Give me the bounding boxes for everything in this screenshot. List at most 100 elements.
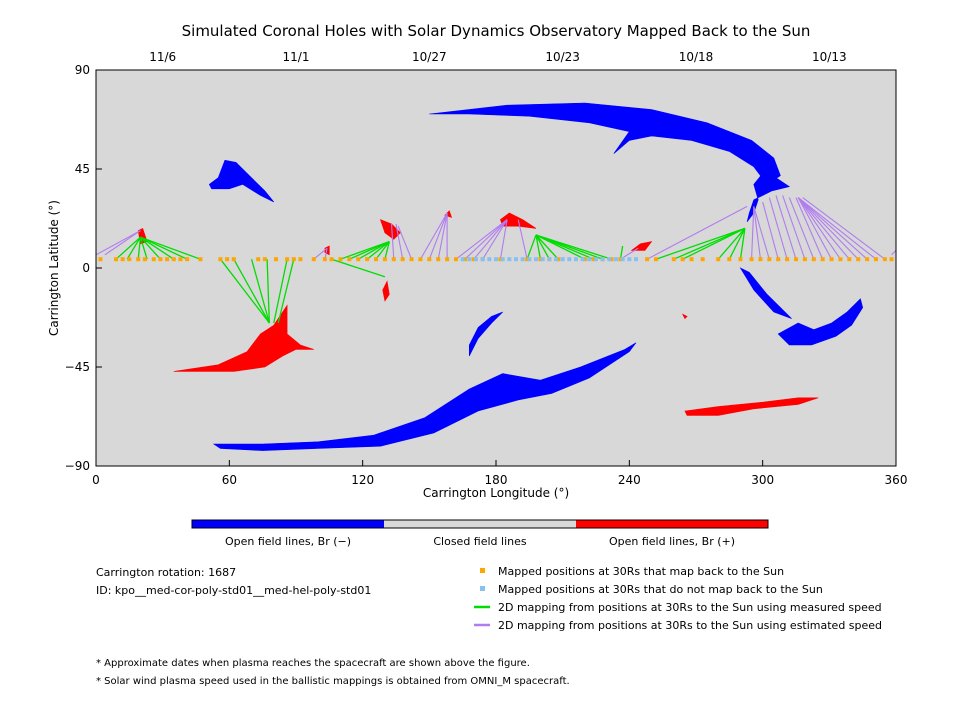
date-tick-label-5: 10/13 bbox=[812, 50, 847, 64]
unmapped-position-point-12 bbox=[540, 257, 545, 262]
estimated-mapping-line-16 bbox=[517, 219, 528, 260]
estimated-mapping-line-32 bbox=[797, 197, 868, 260]
unmapped-position-point-18 bbox=[580, 257, 585, 262]
legend-label-3: 2D mapping from positions at 30Rs to the… bbox=[498, 619, 882, 632]
mapped-position-point-11 bbox=[185, 257, 190, 262]
measured-mapping-line-24 bbox=[535, 234, 559, 260]
mapped-position-point-13 bbox=[218, 257, 223, 262]
mapped-position-point-8 bbox=[165, 257, 170, 262]
coronal-hole-positive-16 bbox=[682, 313, 688, 320]
measured-mapping-line-6 bbox=[140, 236, 188, 260]
mapped-position-point-16 bbox=[256, 257, 261, 262]
estimated-mapping-line-27 bbox=[795, 197, 824, 260]
coronal-hole-negative-0 bbox=[429, 102, 781, 185]
measured-mapping-line-16 bbox=[349, 241, 390, 260]
mapped-position-point-65 bbox=[785, 257, 790, 262]
measured-mapping-line-1 bbox=[126, 236, 142, 260]
coronal-hole-positive-8 bbox=[684, 397, 819, 416]
estimated-mapping-line-14 bbox=[482, 219, 508, 260]
unmapped-position-point-16 bbox=[567, 257, 572, 262]
unmapped-position-point-19 bbox=[587, 257, 592, 262]
mapped-position-point-71 bbox=[838, 257, 843, 262]
date-tick-label-0: 11/6 bbox=[149, 50, 176, 64]
measured-mapping-line-7 bbox=[140, 236, 201, 260]
estimated-mapping-line-20 bbox=[753, 206, 761, 260]
estimated-mapping-line-34 bbox=[802, 197, 886, 260]
mapped-position-point-17 bbox=[262, 257, 267, 262]
coronal-hole-negative-4 bbox=[777, 298, 864, 346]
mapped-position-point-68 bbox=[811, 257, 816, 262]
mapped-position-point-55 bbox=[680, 257, 685, 262]
mapped-position-point-18 bbox=[274, 257, 278, 262]
estimated-mapping-line-6 bbox=[397, 225, 413, 260]
measured-mapping-line-8 bbox=[219, 258, 270, 324]
unmapped-position-point-9 bbox=[520, 257, 525, 262]
polarity-colorbar: Open field lines, Br (−) Closed field lin… bbox=[191, 519, 769, 548]
mapped-position-point-42 bbox=[498, 257, 503, 262]
estimated-mapping-line-5 bbox=[395, 223, 404, 260]
y-tick-label-1: 45 bbox=[75, 162, 90, 176]
estimated-mapping-line-13 bbox=[473, 219, 508, 260]
estimated-mapping-line-21 bbox=[753, 206, 770, 260]
colorbar-label-2: Open field lines, Br (+) bbox=[609, 535, 735, 548]
mapped-position-point-5 bbox=[142, 257, 147, 262]
mapped-position-point-51 bbox=[618, 257, 623, 262]
measured-mapping-line-28 bbox=[535, 234, 612, 260]
estimated-mapping-line-26 bbox=[788, 197, 815, 260]
estimated-mapping-line-23 bbox=[768, 197, 788, 260]
x-tick-label-1: 60 bbox=[222, 473, 237, 487]
measured-mapping-line-23 bbox=[535, 234, 550, 260]
mapped-position-point-6 bbox=[151, 257, 156, 262]
estimated-mapping-line-0 bbox=[95, 230, 141, 256]
x-tick-label-4: 240 bbox=[618, 473, 641, 487]
estimated-mapping-line-1 bbox=[104, 230, 141, 256]
model-id: ID: kpo__med-cor-poly-std01__med-hel-pol… bbox=[96, 584, 371, 597]
estimated-mapping-line-9 bbox=[437, 212, 448, 260]
unmapped-position-point-8 bbox=[514, 257, 518, 262]
colorbar-label-1: Closed field lines bbox=[433, 535, 527, 548]
x-tick-label-3: 180 bbox=[485, 473, 508, 487]
measured-mapping-line-29 bbox=[619, 245, 624, 260]
estimated-mapping-line-28 bbox=[797, 197, 833, 260]
mapped-position-point-46 bbox=[556, 257, 561, 262]
mapped-position-point-61 bbox=[749, 257, 754, 262]
unmapped-position-point-10 bbox=[527, 257, 532, 262]
date-tick-label-4: 10/18 bbox=[679, 50, 714, 64]
coronal-hole-negative-3 bbox=[739, 267, 792, 319]
date-tick-label-2: 10/27 bbox=[412, 50, 447, 64]
unmapped-position-point-17 bbox=[574, 257, 578, 262]
mapped-position-point-53 bbox=[654, 257, 658, 262]
y-axis-label: Carrington Latitude (°) bbox=[47, 200, 61, 336]
measured-mapping-line-19 bbox=[375, 241, 390, 260]
mapped-position-point-27 bbox=[356, 257, 361, 262]
measured-mapping-line-10 bbox=[250, 259, 270, 324]
estimated-mapping-line-29 bbox=[797, 197, 841, 260]
mapped-position-point-47 bbox=[582, 257, 587, 262]
mapped-position-point-9 bbox=[171, 257, 176, 262]
mapped-position-point-57 bbox=[700, 257, 705, 262]
x-tick-label-2: 120 bbox=[351, 473, 374, 487]
plot-area bbox=[95, 102, 897, 451]
coronal-hole-negative-1 bbox=[208, 159, 275, 203]
measured-mapping-line-35 bbox=[739, 228, 746, 260]
estimated-mapping-line-19 bbox=[751, 206, 755, 260]
mapped-position-point-60 bbox=[738, 257, 743, 262]
unmapped-position-point-2 bbox=[474, 257, 478, 262]
estimated-mapping-line-22 bbox=[762, 201, 779, 260]
unmapped-position-point-20 bbox=[594, 257, 598, 262]
measured-mapping-line-14 bbox=[331, 258, 386, 278]
legend-label-1: Mapped positions at 30Rs that do not map… bbox=[498, 583, 823, 596]
mapped-position-point-37 bbox=[445, 257, 450, 262]
coronal-hole-positive-14 bbox=[630, 241, 653, 251]
estimated-mapping-line-30 bbox=[797, 197, 850, 260]
mapped-position-point-33 bbox=[409, 257, 414, 262]
chart-title: Simulated Coronal Holes with Solar Dynam… bbox=[182, 22, 811, 40]
mapped-position-point-62 bbox=[758, 257, 763, 262]
mapped-position-point-52 bbox=[645, 257, 650, 262]
coronal-hole-positive-10 bbox=[382, 280, 390, 302]
mapped-position-point-72 bbox=[847, 257, 852, 262]
estimated-mapping-line-18 bbox=[646, 205, 748, 260]
measured-mapping-line-30 bbox=[655, 227, 746, 260]
mapped-position-point-2 bbox=[120, 257, 125, 262]
